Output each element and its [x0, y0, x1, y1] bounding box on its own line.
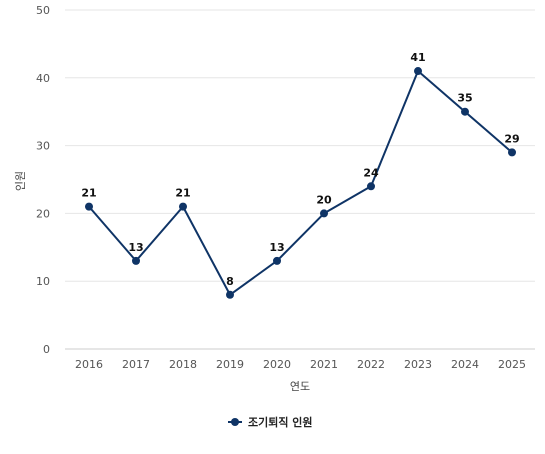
data-point — [273, 256, 281, 265]
legend: 조기퇴직 인원 — [228, 415, 313, 429]
legend-series-label: 조기퇴직 인원 — [248, 415, 313, 429]
data-point — [226, 290, 234, 299]
data-point — [414, 67, 422, 76]
data-label: 21 — [175, 187, 190, 200]
data-label: 29 — [504, 132, 519, 145]
data-label: 21 — [81, 187, 96, 200]
data-label: 8 — [226, 275, 234, 288]
y-tick-label: 10 — [36, 275, 50, 288]
data-label: 13 — [269, 241, 284, 254]
y-tick-label: 20 — [36, 207, 50, 220]
data-point — [508, 148, 516, 157]
series-layer — [85, 67, 516, 299]
x-tick-label: 2025 — [498, 358, 526, 371]
legend-dot-marker — [231, 418, 239, 426]
data-point — [461, 107, 469, 116]
x-tick-label: 2018 — [169, 358, 197, 371]
y-tick-label: 0 — [43, 343, 50, 356]
y-tick-label: 40 — [36, 72, 50, 85]
x-tick-label: 2024 — [451, 358, 479, 371]
x-tick-label: 2022 — [357, 358, 385, 371]
data-labels: 21 13 21 8 13 20 24 41 35 29 — [81, 51, 519, 288]
gridlines — [65, 9, 535, 350]
data-point — [132, 256, 140, 265]
y-tick-label: 50 — [36, 4, 50, 17]
x-tick-label: 2016 — [75, 358, 103, 371]
series-line — [88, 70, 513, 296]
x-tick-label: 2021 — [310, 358, 338, 371]
data-point — [320, 209, 328, 218]
x-tick-label: 2023 — [404, 358, 432, 371]
x-axis-label: 연도 — [290, 380, 310, 393]
x-tick-label: 2017 — [122, 358, 150, 371]
y-tick-label: 30 — [36, 140, 50, 153]
x-tick-label: 2020 — [263, 358, 291, 371]
data-point — [85, 202, 93, 211]
data-label: 20 — [316, 193, 332, 206]
data-label: 24 — [363, 166, 379, 179]
y-axis-ticks: 0 10 20 30 40 50 — [36, 4, 50, 356]
data-label: 35 — [457, 92, 472, 105]
data-point — [179, 202, 187, 211]
data-point — [367, 182, 375, 191]
x-tick-label: 2019 — [216, 358, 244, 371]
data-label: 41 — [410, 51, 425, 64]
y-axis-label: 인원 — [14, 171, 27, 191]
x-axis-ticks: 2016 2017 2018 2019 2020 2021 2022 2023 2024 2025 — [75, 358, 526, 371]
data-label: 13 — [128, 241, 143, 254]
